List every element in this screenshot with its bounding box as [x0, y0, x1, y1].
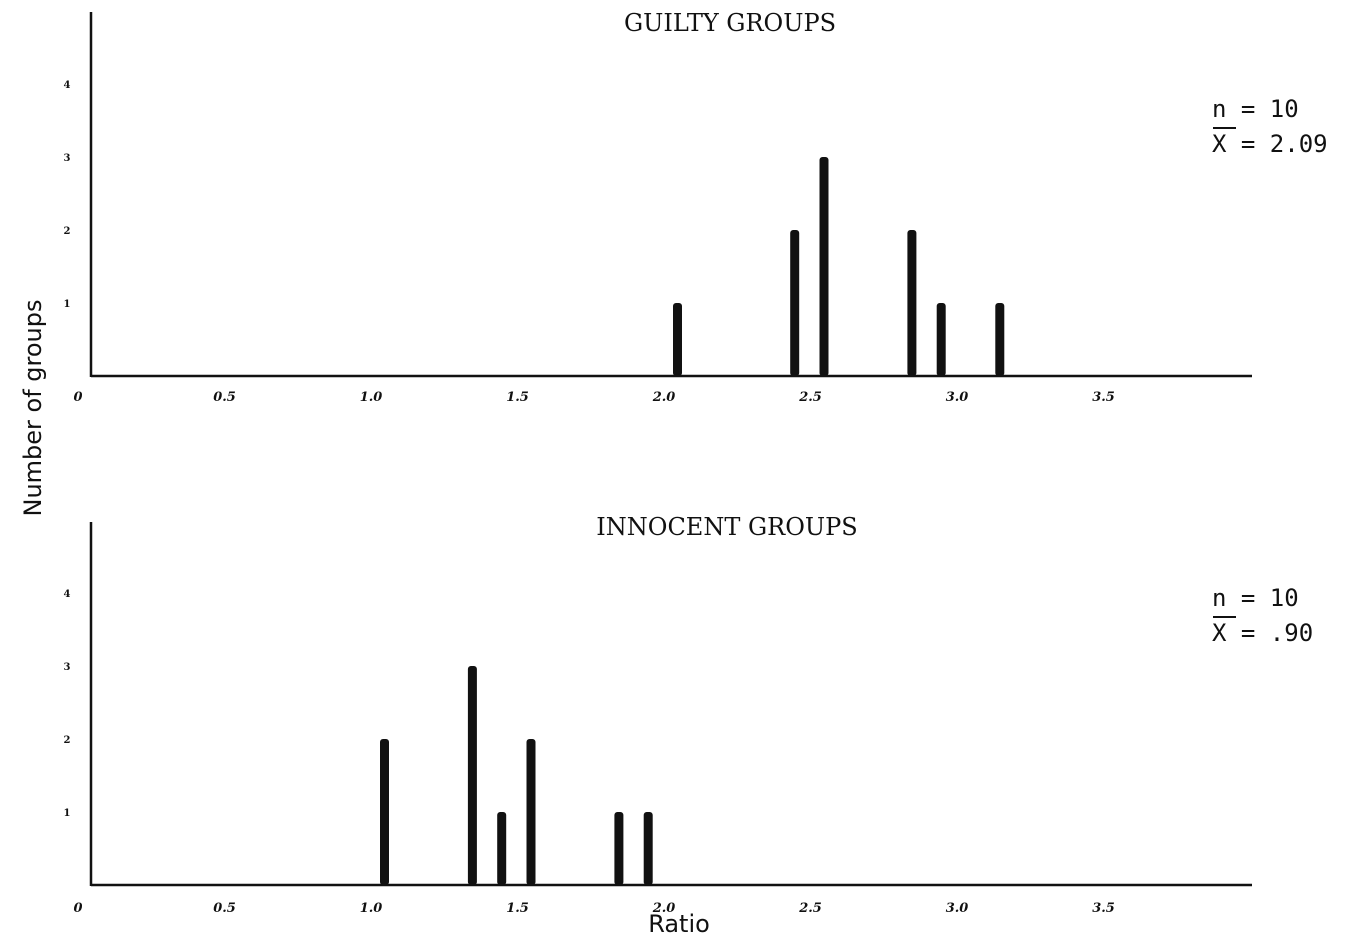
y-tick-label: 3 [64, 662, 71, 673]
x-tick-label: 3.0 [946, 901, 969, 916]
bars [673, 157, 1005, 376]
x-tick-label: 0.5 [213, 901, 236, 916]
x-tick-labels: 0 0.5 1.0 1.5 2.0 2.5 3.0 3.5 [73, 390, 1114, 405]
x-tick-label: 0 [73, 390, 82, 405]
y-tick-label: 4 [64, 80, 71, 91]
x-axis-label: Ratio [648, 910, 710, 938]
y-tick-labels: 1 2 3 4 [64, 589, 71, 819]
bar [673, 303, 682, 376]
bar [614, 812, 624, 885]
bar [819, 157, 829, 376]
x-tick-label: 3.0 [946, 390, 969, 405]
y-tick-label: 4 [64, 589, 71, 600]
x-tick-labels: 0 0.5 1.0 1.5 2.0 2.5 3.0 3.5 [73, 901, 1114, 916]
x-tick-label: 2.5 [798, 390, 822, 405]
y-axis-label: Number of groups [19, 299, 47, 516]
x-tick-label: 3.5 [1092, 901, 1115, 916]
bar [497, 812, 507, 885]
panel-title: GUILTY GROUPS [624, 9, 836, 37]
x-tick-label: 1.5 [506, 390, 529, 405]
bar [907, 230, 917, 376]
bar [936, 303, 946, 376]
stat-n: n = 10 [1212, 584, 1299, 612]
y-tick-label: 2 [64, 226, 71, 237]
x-tick-label: 1.0 [360, 901, 383, 916]
stat-mean: X = 2.09 [1212, 130, 1328, 158]
bars [380, 666, 653, 885]
stat-n: n = 10 [1212, 95, 1299, 123]
x-tick-label: 2.5 [798, 901, 822, 916]
stat-mean: X = .90 [1212, 619, 1313, 647]
x-tick-label: 0 [73, 901, 82, 916]
bar [467, 666, 477, 885]
panel-title: INNOCENT GROUPS [596, 513, 857, 541]
x-tick-label: 3.5 [1092, 390, 1115, 405]
guilty-groups-panel: GUILTY GROUPS 0 0.5 1.0 1.5 2.0 2.5 3.0 3.5 1 2 3… [64, 9, 1328, 405]
x-tick-label: 2.0 [652, 901, 676, 916]
bar [995, 303, 1005, 376]
y-tick-label: 1 [64, 808, 71, 819]
bar [526, 739, 536, 885]
y-tick-label: 1 [64, 299, 71, 310]
x-tick-label: 1.0 [360, 390, 383, 405]
bar [643, 812, 653, 885]
y-tick-label: 2 [64, 735, 71, 746]
x-tick-label: 1.5 [506, 901, 529, 916]
x-tick-label: 0.5 [213, 390, 236, 405]
bar [380, 739, 389, 885]
bar [790, 230, 800, 376]
y-tick-labels: 1 2 3 4 [64, 80, 71, 310]
innocent-groups-panel: INNOCENT GROUPS 0 0.5 1.0 1.5 2.0 2.5 3.0 3.5 1… [64, 513, 1314, 916]
y-tick-label: 3 [64, 153, 71, 164]
x-tick-label: 2.0 [652, 390, 676, 405]
